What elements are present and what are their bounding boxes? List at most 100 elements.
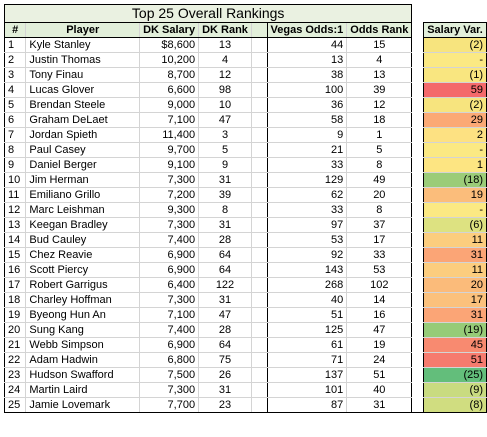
dk-rank-cell[interactable]: 31	[198, 172, 252, 188]
odds-rank-cell[interactable]: 49	[346, 172, 413, 188]
dk-salary-cell[interactable]: 7,200	[139, 187, 200, 203]
row-number[interactable]: 11	[3, 187, 27, 203]
salary-var-cell[interactable]: -	[423, 52, 487, 68]
salary-var-cell[interactable]: (18)	[423, 172, 487, 188]
salary-var-cell[interactable]: (2)	[423, 97, 487, 113]
vegas-odds-cell[interactable]: 92	[266, 247, 348, 263]
vegas-odds-cell[interactable]: 268	[266, 277, 348, 293]
dk-rank-cell[interactable]: 8	[198, 202, 252, 218]
dk-rank-cell[interactable]: 4	[198, 52, 252, 68]
dk-salary-cell[interactable]: 7,300	[139, 172, 200, 188]
spacer-column[interactable]	[250, 52, 268, 68]
odds-rank-cell[interactable]: 1	[346, 127, 413, 143]
header-dk-rank[interactable]: DK Rank	[198, 22, 252, 38]
spacer-column[interactable]	[250, 127, 268, 143]
row-number[interactable]: 16	[3, 262, 27, 278]
odds-rank-cell[interactable]: 39	[346, 82, 413, 98]
odds-rank-cell[interactable]: 8	[346, 202, 413, 218]
spacer-column[interactable]	[250, 172, 268, 188]
dk-rank-cell[interactable]: 39	[198, 187, 252, 203]
dk-salary-cell[interactable]: 9,300	[139, 202, 200, 218]
header-num[interactable]: #	[3, 22, 27, 38]
dk-salary-cell[interactable]: 6,900	[139, 247, 200, 263]
odds-rank-cell[interactable]: 15	[346, 37, 413, 53]
vegas-odds-cell[interactable]: 13	[266, 52, 348, 68]
salary-var-cell[interactable]: (8)	[423, 397, 487, 413]
spacer-column[interactable]	[250, 307, 268, 323]
player-name[interactable]: Daniel Berger	[25, 157, 141, 173]
dk-salary-cell[interactable]: 7,100	[139, 307, 200, 323]
odds-rank-cell[interactable]: 47	[346, 322, 413, 338]
odds-rank-cell[interactable]: 20	[346, 187, 413, 203]
dk-salary-cell[interactable]: 7,400	[139, 232, 200, 248]
dk-salary-cell[interactable]: 11,400	[139, 127, 200, 143]
spacer-column[interactable]	[250, 247, 268, 263]
row-number[interactable]: 12	[3, 202, 27, 218]
player-name[interactable]: Paul Casey	[25, 142, 141, 158]
dk-salary-cell[interactable]: 7,100	[139, 112, 200, 128]
dk-salary-cell[interactable]: 6,800	[139, 352, 200, 368]
player-name[interactable]: Chez Reavie	[25, 247, 141, 263]
odds-rank-cell[interactable]: 17	[346, 232, 413, 248]
salary-var-cell[interactable]: 29	[423, 112, 487, 128]
dk-rank-cell[interactable]: 122	[198, 277, 252, 293]
vegas-odds-cell[interactable]: 101	[266, 382, 348, 398]
player-name[interactable]: Webb Simpson	[25, 337, 141, 353]
vegas-odds-cell[interactable]: 71	[266, 352, 348, 368]
salary-var-cell[interactable]: -	[423, 142, 487, 158]
player-name[interactable]: Scott Piercy	[25, 262, 141, 278]
odds-rank-cell[interactable]: 51	[346, 367, 413, 383]
dk-rank-cell[interactable]: 28	[198, 322, 252, 338]
salary-var-cell[interactable]: 20	[423, 277, 487, 293]
spacer-column[interactable]	[250, 202, 268, 218]
row-number[interactable]: 8	[3, 142, 27, 158]
header-player[interactable]: Player	[25, 22, 141, 38]
odds-rank-cell[interactable]: 37	[346, 217, 413, 233]
dk-rank-cell[interactable]: 98	[198, 82, 252, 98]
salary-var-cell[interactable]: 1	[423, 157, 487, 173]
salary-var-cell[interactable]: 11	[423, 232, 487, 248]
row-number[interactable]: 2	[3, 52, 27, 68]
spacer-column[interactable]	[250, 232, 268, 248]
dk-salary-cell[interactable]: 7,400	[139, 322, 200, 338]
dk-rank-cell[interactable]: 31	[198, 217, 252, 233]
player-name[interactable]: Brendan Steele	[25, 97, 141, 113]
vegas-odds-cell[interactable]: 51	[266, 307, 348, 323]
odds-rank-cell[interactable]: 53	[346, 262, 413, 278]
dk-rank-cell[interactable]: 31	[198, 292, 252, 308]
player-name[interactable]: Graham DeLaet	[25, 112, 141, 128]
player-name[interactable]: Lucas Glover	[25, 82, 141, 98]
spacer-column[interactable]	[250, 157, 268, 173]
dk-rank-cell[interactable]: 64	[198, 337, 252, 353]
odds-rank-cell[interactable]: 19	[346, 337, 413, 353]
row-number[interactable]: 6	[3, 112, 27, 128]
salary-var-cell[interactable]: 19	[423, 187, 487, 203]
header-salary-var[interactable]: Salary Var.	[423, 22, 487, 38]
vegas-odds-cell[interactable]: 9	[266, 127, 348, 143]
vegas-odds-cell[interactable]: 38	[266, 67, 348, 83]
dk-rank-cell[interactable]: 28	[198, 232, 252, 248]
odds-rank-cell[interactable]: 8	[346, 157, 413, 173]
odds-rank-cell[interactable]: 16	[346, 307, 413, 323]
spacer-column[interactable]	[250, 97, 268, 113]
odds-rank-cell[interactable]: 13	[346, 67, 413, 83]
row-number[interactable]: 7	[3, 127, 27, 143]
vegas-odds-cell[interactable]: 58	[266, 112, 348, 128]
dk-rank-cell[interactable]: 12	[198, 67, 252, 83]
odds-rank-cell[interactable]: 24	[346, 352, 413, 368]
header-dk-salary[interactable]: DK Salary	[139, 22, 200, 38]
row-number[interactable]: 14	[3, 232, 27, 248]
row-number[interactable]: 19	[3, 307, 27, 323]
row-number[interactable]: 23	[3, 367, 27, 383]
vegas-odds-cell[interactable]: 97	[266, 217, 348, 233]
player-name[interactable]: Sung Kang	[25, 322, 141, 338]
odds-rank-cell[interactable]: 14	[346, 292, 413, 308]
dk-rank-cell[interactable]: 10	[198, 97, 252, 113]
salary-var-cell[interactable]: (9)	[423, 382, 487, 398]
row-number[interactable]: 18	[3, 292, 27, 308]
player-name[interactable]: Tony Finau	[25, 67, 141, 83]
salary-var-cell[interactable]: (1)	[423, 67, 487, 83]
dk-salary-cell[interactable]: 9,700	[139, 142, 200, 158]
dk-salary-cell[interactable]: 6,900	[139, 337, 200, 353]
row-number[interactable]: 1	[3, 37, 27, 53]
